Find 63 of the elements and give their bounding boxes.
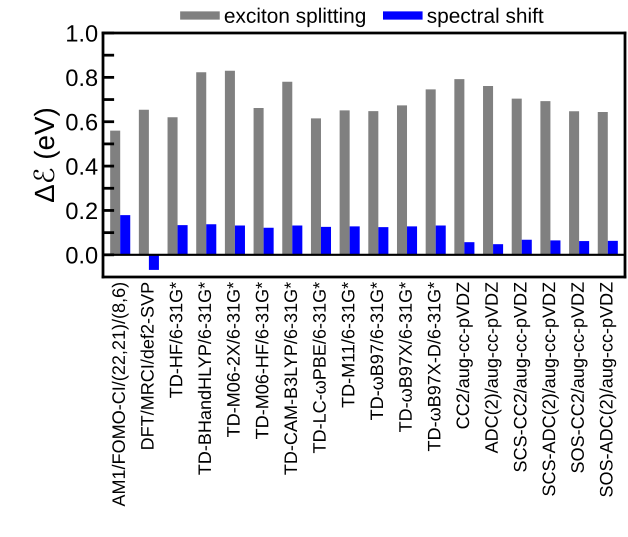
x-tick-label: TD-M06-2X/6-31G* [226, 282, 240, 437]
bar [512, 98, 522, 255]
x-tick-label: TD-CAM-B3LYP/6-31G* [284, 282, 298, 475]
bar [292, 226, 302, 255]
bar [436, 226, 446, 255]
x-tick-label: TD-ωB97X/6-31G* [398, 282, 412, 432]
bar [378, 227, 388, 255]
bar [368, 111, 378, 255]
bar [483, 86, 494, 255]
x-tick-label: TD-ωB97X-D/6-31G* [427, 282, 441, 452]
bar [569, 111, 580, 255]
x-tick-label: TD-HF/6-31G* [169, 282, 182, 398]
bar [282, 82, 292, 255]
bar [120, 215, 130, 255]
bar [264, 228, 274, 255]
bar [493, 244, 504, 255]
bar [224, 70, 235, 255]
x-tick-label: CC2/aug-cc-pVDZ [456, 282, 473, 428]
bar [540, 101, 550, 255]
legend-label: spectral shift [427, 8, 544, 28]
bar [148, 254, 159, 270]
bar [168, 117, 178, 255]
bar [454, 79, 464, 255]
bar [310, 118, 321, 255]
y-tick-label: 0.8 [66, 69, 98, 86]
bar [522, 240, 532, 255]
bar [426, 89, 436, 255]
x-tick-label: SCS-CC2/aug-cc-pVDZ [513, 282, 530, 472]
x-tick-label: AM1/FOMO-CI/(22,21)/(8,6) [112, 282, 129, 507]
y-tick-label: 0.6 [66, 114, 98, 131]
bar [234, 226, 245, 255]
y-tick-label: 0.2 [66, 202, 97, 220]
bar [598, 112, 608, 255]
bar [396, 105, 408, 255]
x-tick-label: TD-M11/6-31G* [341, 282, 355, 408]
x-tick-label: DFT/MRCI/def2-SVP [140, 282, 154, 449]
bar [550, 240, 560, 255]
bar [138, 110, 149, 255]
bar [178, 225, 188, 255]
x-tick-label: TD-M06-HF/6-31G* [255, 282, 268, 439]
bar [206, 224, 216, 255]
legend-label: exciton splitting [224, 8, 365, 28]
y-tick-label: 1.0 [67, 25, 98, 42]
x-tick-label: TD-LC-ωPBE/6-31G* [312, 282, 326, 454]
x-tick-label: ADC(2)/aug-cc-pVDZ [484, 282, 502, 454]
x-tick-label: SOS-ADC(2)/aug-cc-pVDZ [599, 282, 616, 497]
y-axis-title: Δℰ (eV) [33, 108, 60, 202]
bar [579, 241, 590, 255]
x-tick-label: TD-BHandHLYP/6-31G* [198, 282, 212, 475]
bar [340, 110, 350, 255]
y-tick-label: 0.4 [66, 158, 98, 175]
x-tick-label: SCS-ADC(2)/aug-cc-pVDZ [542, 282, 559, 496]
x-tick-label: SOS-CC2/aug-cc-pVDZ [570, 282, 588, 473]
bar [350, 226, 360, 255]
y-tick-label: 0.0 [66, 246, 98, 264]
bar [407, 226, 418, 255]
bar [464, 242, 474, 255]
bar [608, 240, 618, 255]
bar [254, 108, 264, 255]
bar [320, 226, 332, 255]
bar [110, 130, 120, 255]
x-tick-label: TD-ωB97/6-31G* [370, 282, 384, 420]
bar [196, 72, 206, 255]
